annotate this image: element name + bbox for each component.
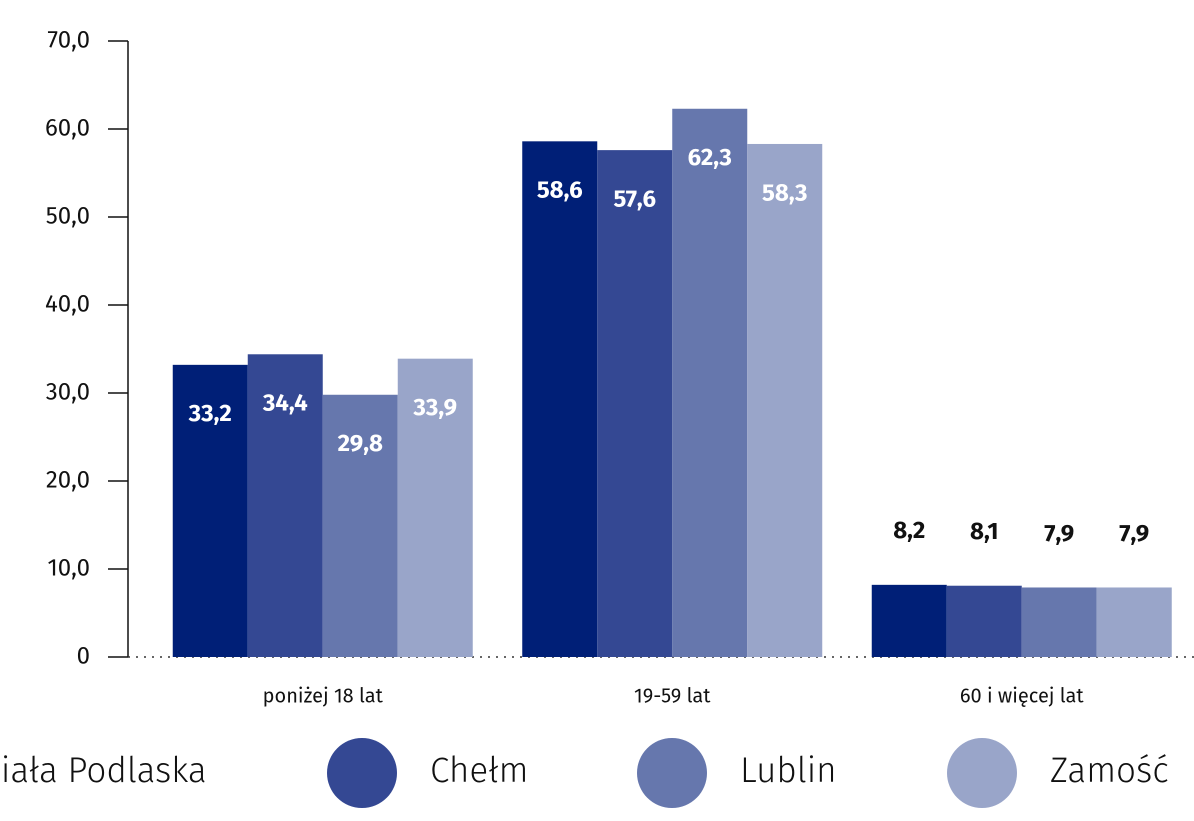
bar — [672, 108, 748, 657]
y-tick-label: 30,0 — [46, 378, 90, 406]
legend-label: Biała Podlaska — [0, 750, 207, 792]
value-label: 8,2 — [893, 517, 925, 545]
legend-label: Chełm — [430, 750, 528, 792]
bar — [747, 143, 823, 657]
bar — [946, 585, 1022, 657]
bar — [597, 150, 673, 657]
bar — [247, 354, 323, 657]
value-label: 34,4 — [262, 390, 308, 418]
value-label: 29,8 — [338, 430, 383, 458]
value-label: 58,6 — [537, 177, 583, 205]
y-tick-label: 20,0 — [46, 466, 90, 494]
x-tick-label: 60 i więcej lat — [960, 684, 1085, 708]
y-tick-label: 40,0 — [45, 290, 90, 318]
value-label: 57,6 — [614, 185, 656, 213]
y-tick-label: 70,0 — [47, 26, 90, 54]
bar — [1096, 587, 1172, 657]
y-tick-label: 0 — [77, 642, 90, 670]
bar — [397, 358, 473, 657]
y-tick-label: 50,0 — [46, 202, 90, 230]
x-tick-label: poniżej 18 lat — [263, 684, 384, 708]
legend-swatch — [327, 738, 397, 808]
legend-label: Zamość — [1050, 750, 1169, 792]
bar — [522, 141, 598, 657]
x-tick-label: 19-59 lat — [634, 684, 711, 708]
bar — [1021, 587, 1097, 657]
bar — [322, 394, 398, 657]
bar — [172, 364, 248, 657]
bar — [871, 584, 947, 657]
value-label: 7,9 — [1044, 520, 1074, 548]
value-label: 33,9 — [412, 394, 457, 422]
value-label: 7,9 — [1119, 520, 1149, 548]
y-tick-label: 10,0 — [47, 554, 90, 582]
legend-swatch — [947, 738, 1017, 808]
legend-label: Lublin — [740, 750, 837, 792]
value-label: 62,3 — [688, 144, 732, 172]
value-label: 8,1 — [970, 518, 998, 546]
value-label: 33,2 — [188, 400, 232, 428]
legend-swatch — [637, 738, 707, 808]
y-tick-label: 60,0 — [45, 114, 90, 142]
value-label: 58,3 — [762, 179, 807, 207]
